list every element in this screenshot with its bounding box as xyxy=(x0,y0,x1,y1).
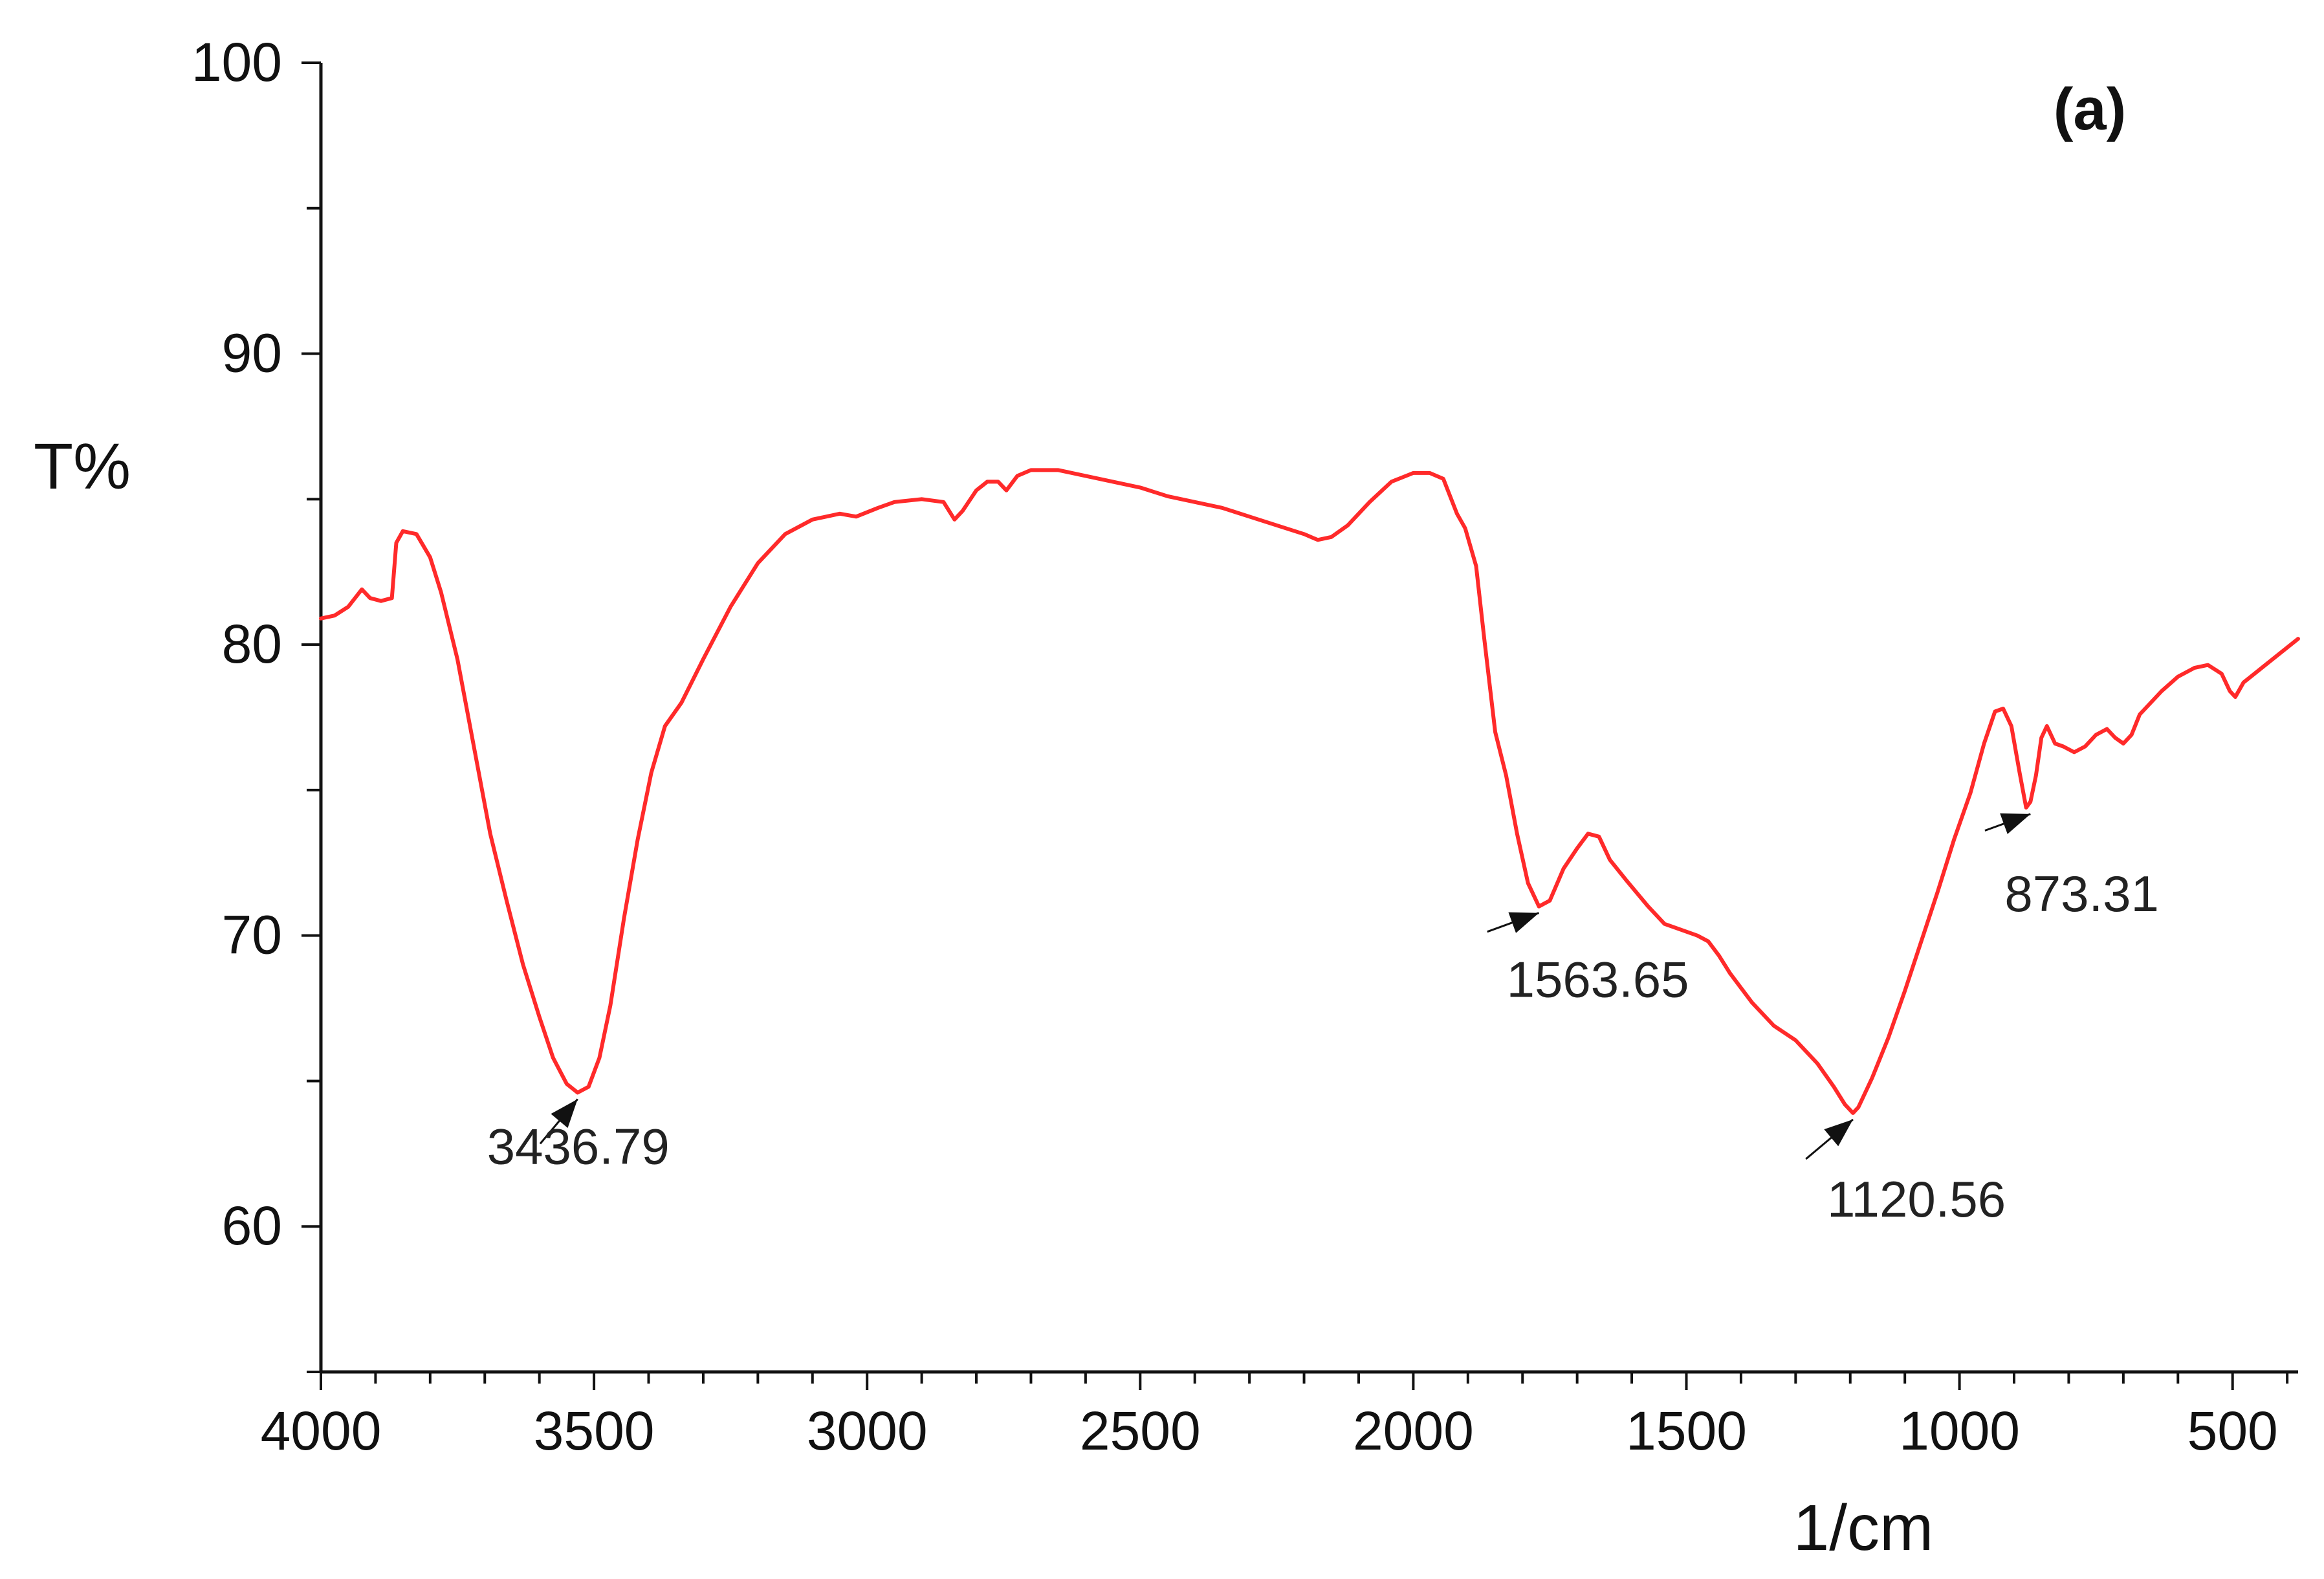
x-tick-label: 500 xyxy=(2187,1400,2278,1461)
x-tick-label: 3500 xyxy=(534,1400,655,1461)
y-tick-label: 90 xyxy=(222,323,282,384)
peak-label: 1563.65 xyxy=(1507,951,1689,1008)
x-tick-label: 3000 xyxy=(807,1400,928,1461)
ticks: 60 70 80 90 100 4000 3500 3000 2500 2000 1500 1000 5… xyxy=(192,32,2289,1461)
y-tick-label: 60 xyxy=(222,1195,282,1256)
x-tick-label: 1500 xyxy=(1626,1400,1747,1461)
y-tick-label: 70 xyxy=(222,905,282,966)
peak-label: 873.31 xyxy=(2004,865,2159,922)
peak-label: 3436.79 xyxy=(487,1118,670,1175)
spectrum-line xyxy=(319,468,2300,1115)
y-tick-label: 80 xyxy=(222,613,282,674)
peak-arrowhead xyxy=(2000,813,2031,834)
x-tick-label: 4000 xyxy=(261,1400,382,1461)
x-tick-label: 2000 xyxy=(1353,1400,1474,1461)
axes xyxy=(319,63,2298,1374)
x-tick-label: 1000 xyxy=(1899,1400,2020,1461)
peak-arrowhead xyxy=(551,1099,578,1129)
y-tick-label: 100 xyxy=(192,32,282,93)
peak-arrowhead xyxy=(1824,1119,1853,1147)
x-tick-label: 2500 xyxy=(1080,1400,1201,1461)
panel-label: (a) xyxy=(2054,76,2126,142)
series xyxy=(319,468,2300,1115)
peak-label: 1120.56 xyxy=(1827,1171,2006,1228)
x-axis-title: 1/cm xyxy=(1793,1492,1934,1564)
peak-arrowhead xyxy=(1508,912,1539,933)
annotations: 3436.79 1563.65 1120.56 873.31 xyxy=(487,813,2159,1228)
y-axis-title: T% xyxy=(34,430,131,503)
